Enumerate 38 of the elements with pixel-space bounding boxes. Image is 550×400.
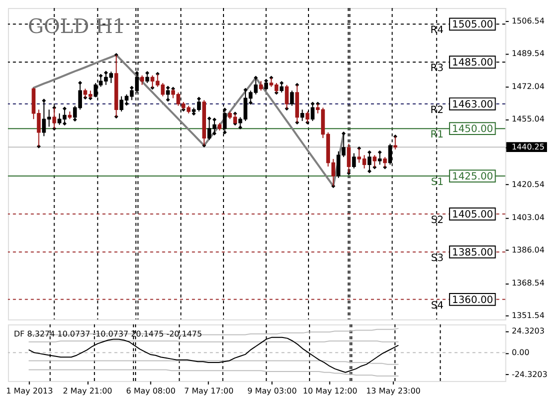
y2-tick-label: 1485.00 <box>452 58 494 69</box>
y-tick-label: 0.00 <box>512 348 530 358</box>
ref-line-label: S2 <box>430 214 444 226</box>
y-tick-label: 24.3203 <box>512 326 545 336</box>
y2-tick-label: 1425.00 <box>452 172 494 183</box>
y2-tick-label: 1505.00 <box>452 20 494 31</box>
y2-tick-label: 1463.00 <box>452 99 494 110</box>
y2-tick-label: 1385.00 <box>452 247 494 258</box>
y-tick-label: 1506.54 <box>512 16 545 26</box>
ref-line-label: S3 <box>430 252 444 264</box>
y-tick-label: 1386.04 <box>512 245 545 254</box>
y2-tick-label: 1405.00 <box>452 209 494 220</box>
ref-line-label: R2 <box>430 104 444 116</box>
y2-tick-label: 1450.00 <box>452 124 494 136</box>
x-tick-label: 2 May 21:00 <box>62 386 112 396</box>
y2-tick-label: 1360.00 <box>452 294 494 306</box>
x-tick-label: 1 May 2013 <box>6 386 53 396</box>
x-tick-label: 10 May 12:00 <box>302 386 358 396</box>
chart-title: GOLD H1 <box>28 14 126 38</box>
x-tick-label: 9 May 03:00 <box>247 386 297 396</box>
ref-line-label: R1 <box>430 130 444 141</box>
y-tick-label: -24.3203 <box>512 370 548 379</box>
x-tick-label: 6 May 08:00 <box>126 386 176 396</box>
ref-line-label: S4 <box>430 300 444 312</box>
y-tick-label: 1455.04 <box>512 114 545 124</box>
text: DF 8.3274 10.0737 -10.0737 20.1475 -20.1475 <box>14 329 202 338</box>
ref-line-label: R4 <box>430 25 444 36</box>
y-tick-label: 1420.54 <box>512 180 545 189</box>
x-tick-label: 13 May 23:00 <box>366 386 421 396</box>
y-tick-label: 1403.04 <box>512 213 545 222</box>
y-tick-label: 1351.54 <box>512 310 545 320</box>
ref-line-label: R3 <box>430 63 444 74</box>
y-tick-label: 1440.25 <box>512 142 545 152</box>
x-tick-label: 7 May 17:00 <box>184 386 234 396</box>
y-tick-label: 1368.54 <box>512 278 545 288</box>
ref-line-label: S1 <box>430 176 444 188</box>
y-tick-label: 1489.54 <box>512 49 545 58</box>
y-tick-label: 1472.04 <box>512 82 545 92</box>
